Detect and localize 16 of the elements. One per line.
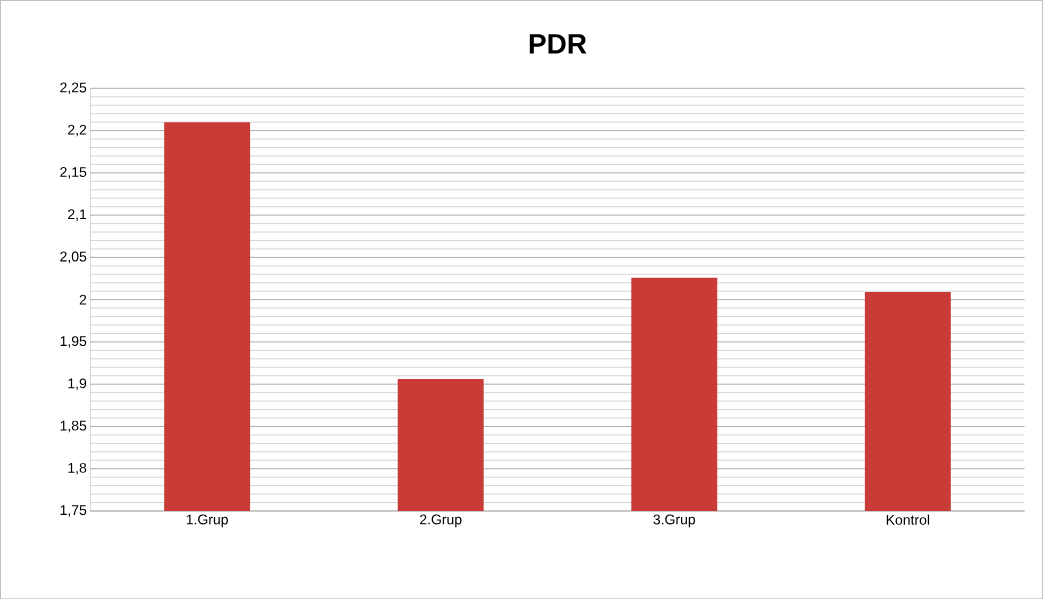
x-tick-label: Kontrol: [886, 514, 930, 525]
y-tick-label: 1,8: [68, 462, 87, 475]
y-tick-label: 2,25: [60, 82, 87, 94]
x-tick-label: 1.Grup: [186, 514, 228, 528]
y-tick-label: 1,85: [60, 420, 87, 433]
y-tick-label: 1,75: [60, 505, 87, 517]
x-tick-label: 2.Grup: [420, 514, 462, 528]
y-tick-label: 2,15: [60, 166, 87, 179]
y-tick-label: 2: [79, 294, 87, 305]
chart-title: PDR: [529, 34, 587, 54]
y-tick-label: 2,2: [68, 124, 87, 137]
y-tick-label: 2,05: [60, 251, 87, 264]
y-tick-label: 1,95: [60, 335, 87, 348]
y-tick-label: 1,9: [68, 378, 87, 390]
x-tick-label: 3.Grup: [653, 514, 696, 528]
y-tick-label: 2,1: [68, 209, 87, 221]
